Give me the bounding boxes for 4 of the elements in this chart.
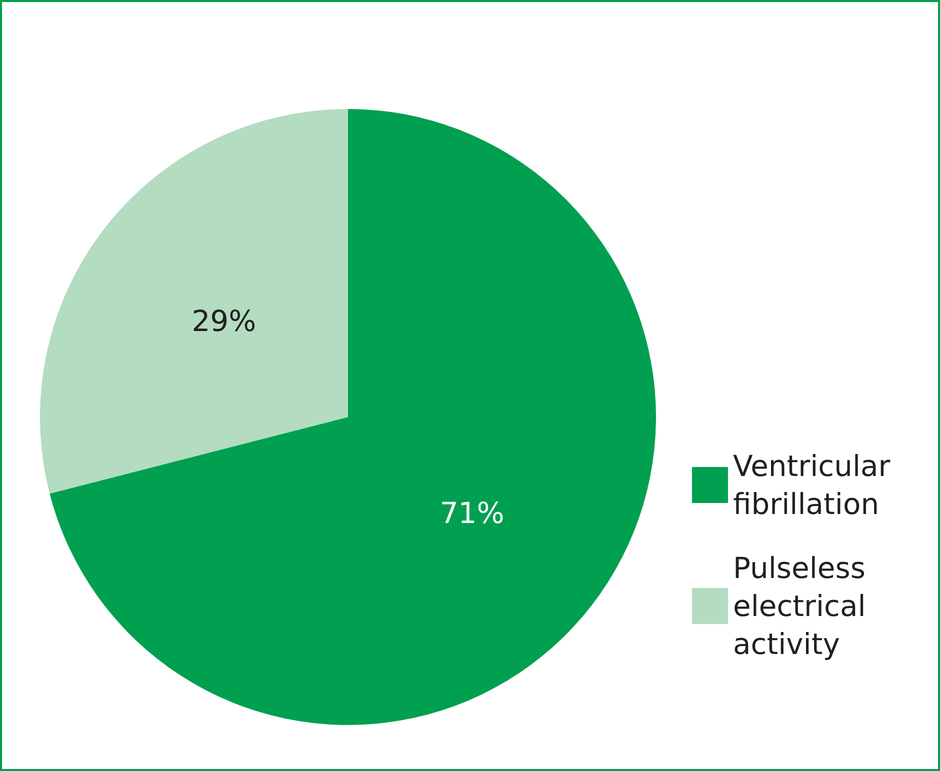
- data-label: 71%: [440, 496, 504, 530]
- legend-label: Pulseless electrical activity: [733, 551, 876, 661]
- legend-label: Ventricular fibrillation: [733, 449, 900, 521]
- data-label: 29%: [192, 304, 256, 338]
